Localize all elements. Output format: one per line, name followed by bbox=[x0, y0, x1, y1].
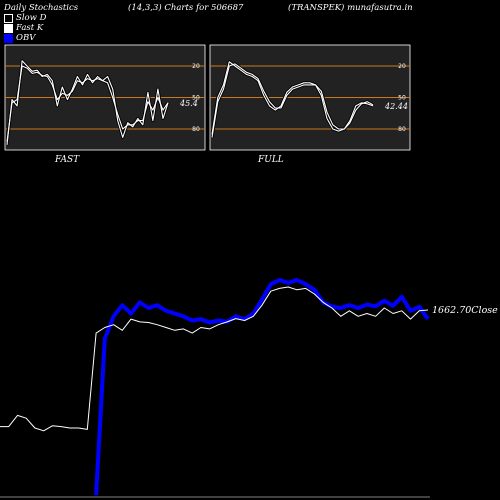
legend-swatch-obv bbox=[4, 33, 13, 43]
close-value-label: 1662.70Close bbox=[432, 305, 498, 316]
full-series-1-line bbox=[211, 63, 374, 138]
legend-slow-d: Slow D bbox=[4, 13, 46, 23]
fast-value-label: 45.4 bbox=[179, 99, 198, 108]
chart-title: Daily Stochastics bbox=[4, 3, 79, 13]
fast-panel-title: FAST bbox=[54, 155, 80, 165]
fast-series-0-line bbox=[6, 60, 169, 145]
fast-series-1-line bbox=[6, 65, 169, 142]
close-series-line bbox=[0, 286, 429, 432]
fast-tick-label-50: 50 bbox=[192, 95, 200, 102]
chart-source: (TRANSPEK) munafasutra.in bbox=[288, 3, 413, 13]
legend-label-slow-d: Slow D bbox=[16, 13, 47, 23]
legend-swatch-slow-d bbox=[4, 13, 13, 23]
full-value-label: 42.44 bbox=[384, 102, 408, 111]
obv-series-line bbox=[94, 278, 430, 496]
legend-label-obv: OBV bbox=[16, 33, 36, 43]
legend-label-fast-k: Fast K bbox=[16, 23, 44, 33]
legend-obv: OBV bbox=[4, 33, 35, 43]
legend-swatch-fast-k bbox=[4, 23, 13, 33]
fast-tick-label-20: 80 bbox=[192, 126, 200, 133]
full-panel-title: FULL bbox=[257, 155, 284, 165]
fast-tick-label-80: 20 bbox=[192, 63, 200, 70]
full-tick-label-50: 50 bbox=[398, 95, 406, 102]
full-tick-label-20: 80 bbox=[398, 126, 406, 133]
chart-subtitle: (14,3,3) Charts for 506687 bbox=[128, 3, 244, 13]
legend-fast-k: Fast K bbox=[4, 23, 43, 33]
full-tick-label-80: 20 bbox=[398, 63, 406, 70]
